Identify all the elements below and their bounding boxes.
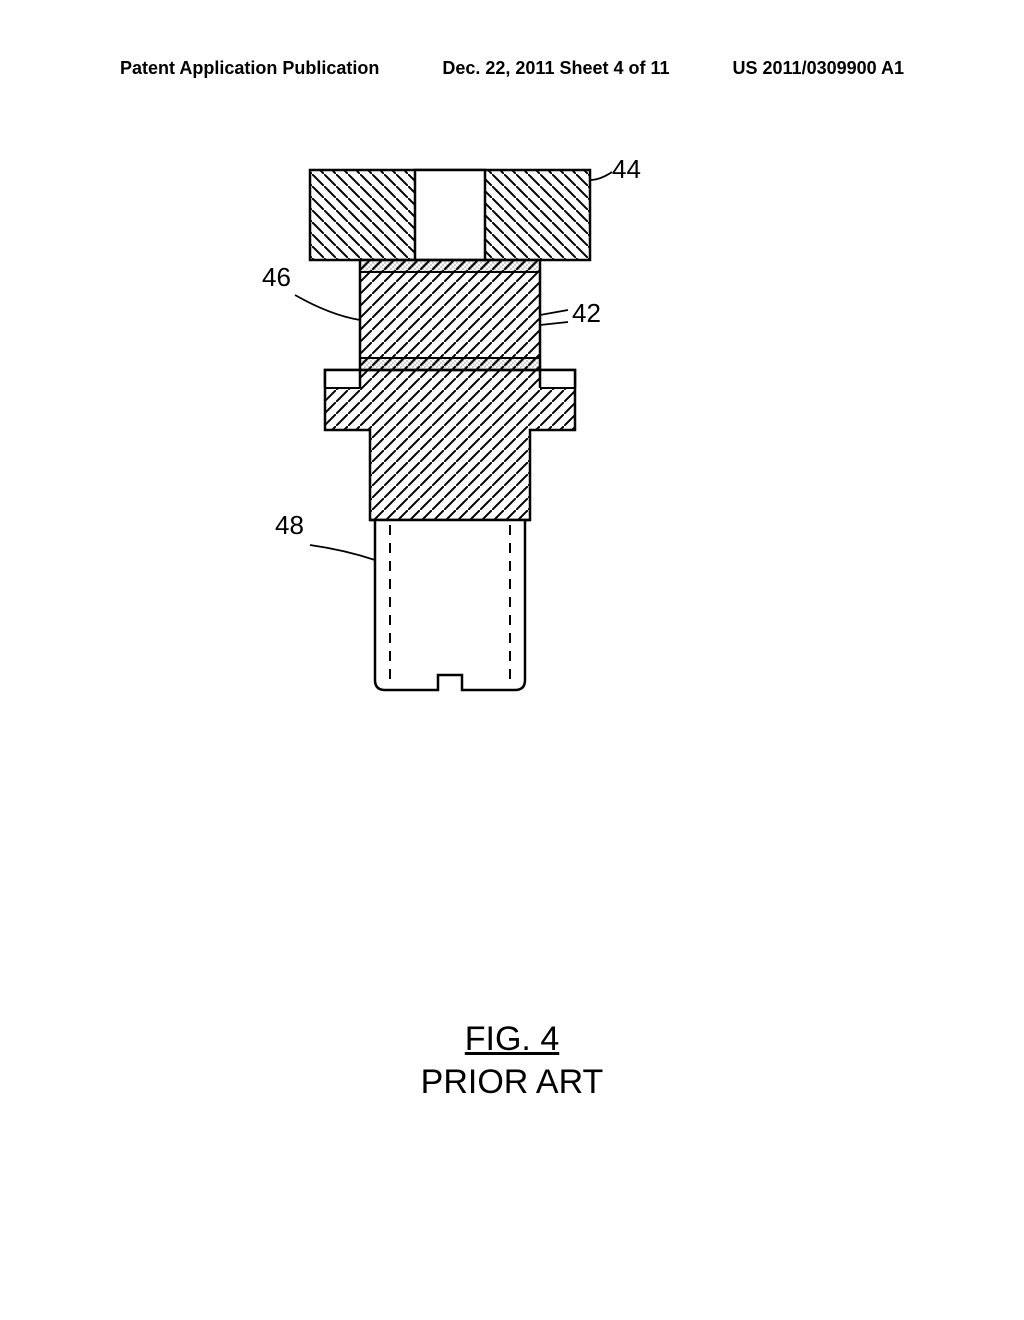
- figure-caption: FIG. 4 PRIOR ART: [0, 1020, 1024, 1102]
- page-header: Patent Application Publication Dec. 22, …: [0, 58, 1024, 79]
- figure-number: FIG. 4: [465, 1020, 559, 1059]
- header-left: Patent Application Publication: [120, 58, 379, 79]
- header-center: Dec. 22, 2011 Sheet 4 of 11: [442, 58, 669, 79]
- patent-figure-svg: [180, 150, 780, 750]
- figure-subtitle: PRIOR ART: [421, 1063, 604, 1101]
- ref-42: 42: [572, 298, 601, 329]
- ref-44: 44: [612, 154, 641, 185]
- ref-46: 46: [262, 262, 291, 293]
- header-right: US 2011/0309900 A1: [733, 58, 904, 79]
- ref-48: 48: [275, 510, 304, 541]
- figure-drawing: 44 42 46 48: [180, 150, 780, 750]
